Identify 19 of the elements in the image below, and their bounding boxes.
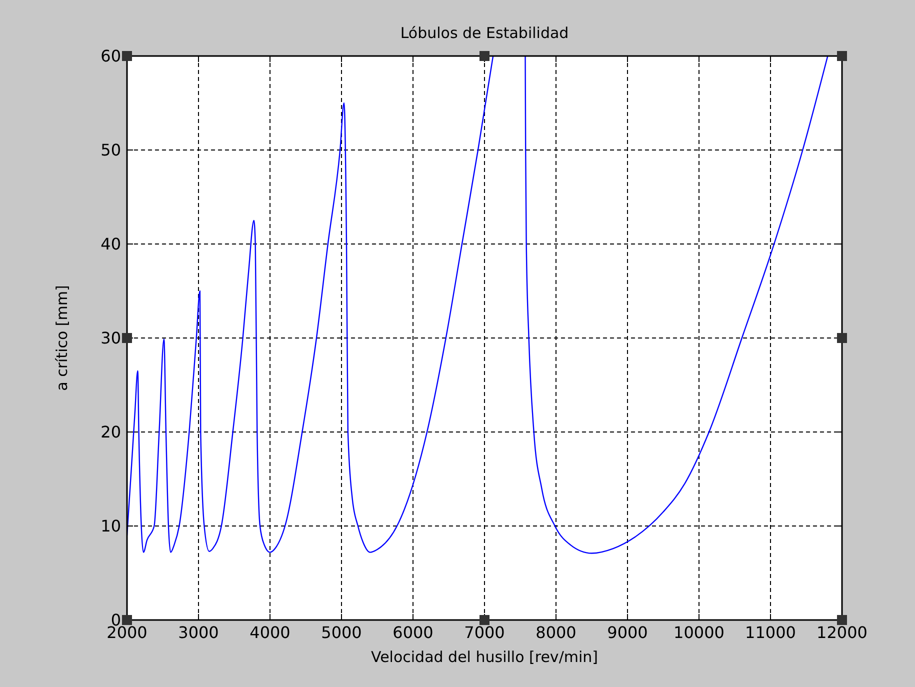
y-tick-label: 50 [100,140,121,160]
x-tick-label: 9000 [607,623,648,642]
y-tick-label: 10 [100,516,121,536]
y-tick-label: 60 [100,46,121,66]
x-tick-label: 6000 [392,623,434,642]
x-tick-label: 7000 [464,623,505,642]
y-tick-label: 20 [100,422,121,442]
x-tick-label: 12000 [816,623,868,642]
x-tick-label: 10000 [674,623,724,642]
chart-title: Lóbulos de Estabilidad [400,24,569,42]
y-axis-title: a crítico [mm] [53,285,71,391]
x-tick-label: 11000 [745,623,796,642]
x-axis-title: Velocidad del husillo [rev/min] [370,648,598,666]
x-tick-label: 5000 [321,623,362,642]
y-tick-label: 30 [100,328,121,348]
y-tick-label: 40 [100,234,121,254]
x-tick-label: 4000 [250,623,290,642]
x-tick-label: 3000 [178,623,219,642]
x-tick-label: 8000 [536,623,576,642]
